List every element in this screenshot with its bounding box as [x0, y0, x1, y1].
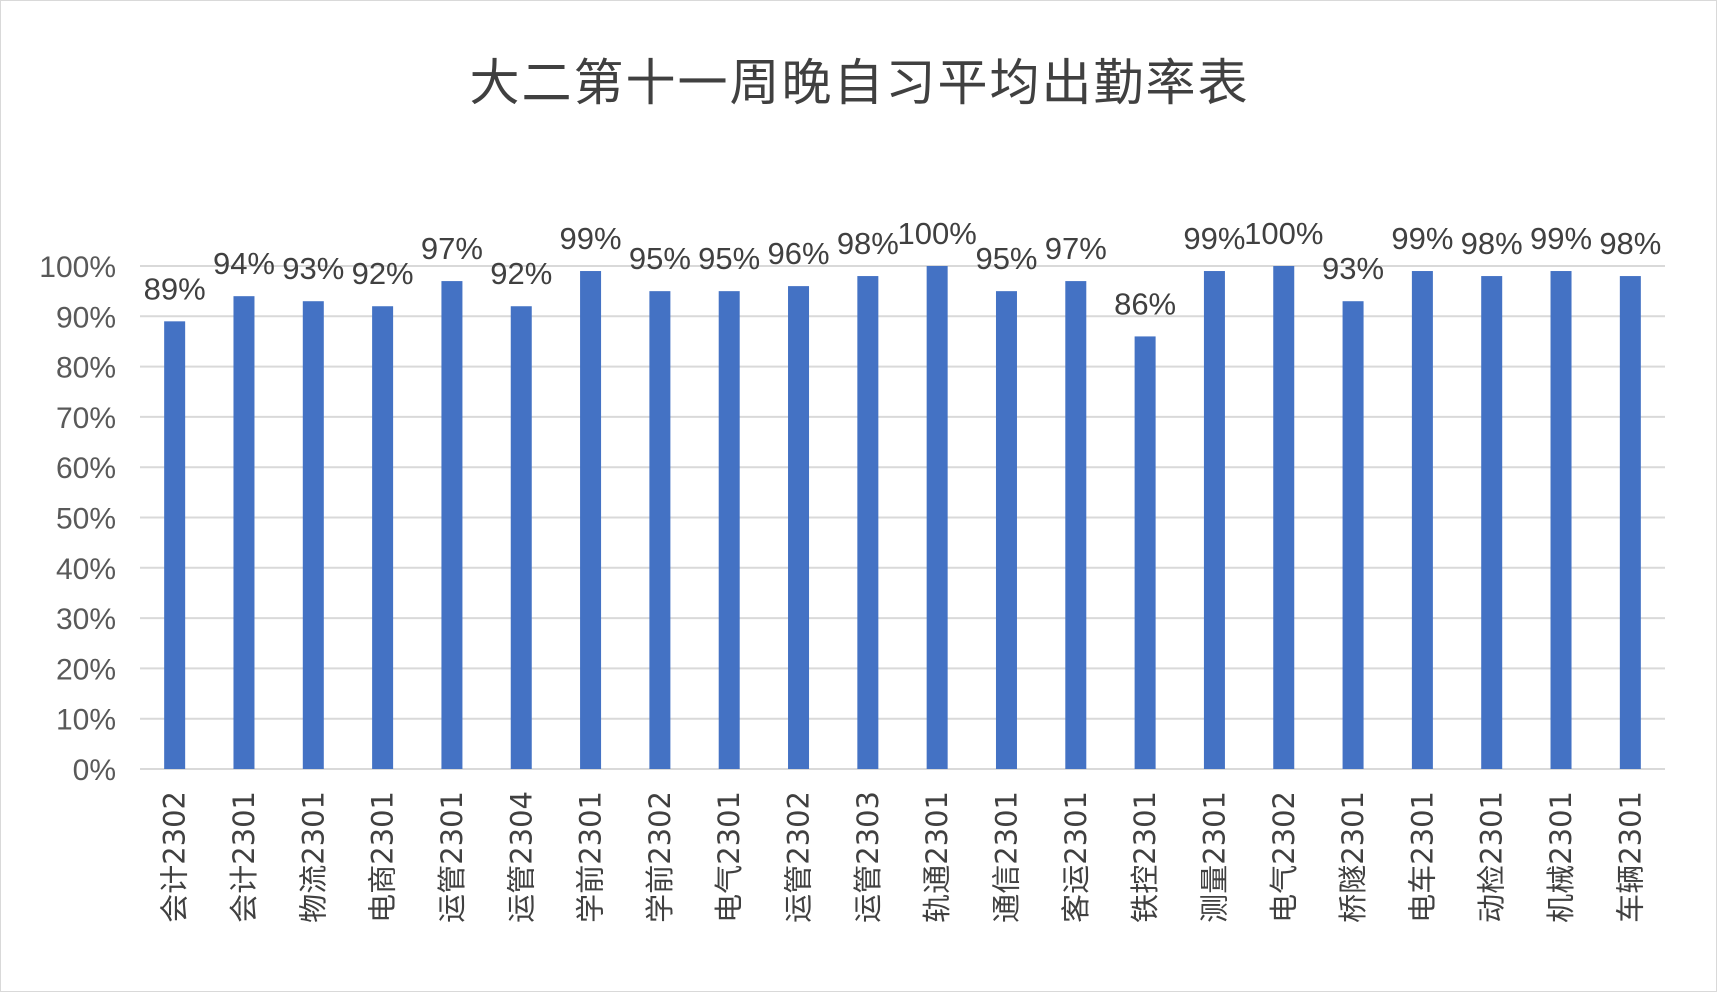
data-label: 96%	[767, 236, 829, 271]
bar	[788, 286, 810, 769]
bar	[926, 266, 948, 769]
bars	[164, 266, 1641, 769]
bar	[372, 306, 394, 769]
data-label: 99%	[560, 221, 622, 256]
data-label: 95%	[698, 241, 760, 276]
data-label: 99%	[1183, 221, 1245, 256]
y-tick-label: 40%	[56, 553, 116, 586]
x-tick-label: 电车2301	[1405, 791, 1439, 923]
x-tick-label: 运管2303	[851, 791, 885, 923]
x-tick-label: 测量2301	[1197, 791, 1231, 923]
x-tick-label: 会计2301	[227, 791, 261, 923]
data-label: 98%	[837, 226, 899, 261]
x-axis-labels: 会计2302 会计2301 物流2301 电商2301 运管2301 运管2304 学前23…	[158, 791, 1648, 923]
data-label: 97%	[421, 231, 483, 266]
bar	[1134, 336, 1156, 769]
x-tick-label: 运管2304	[504, 791, 538, 923]
bar	[580, 271, 602, 769]
bar	[649, 291, 671, 769]
bar	[1065, 281, 1087, 769]
y-tick-label: 50%	[56, 503, 116, 536]
bar	[1342, 301, 1364, 769]
x-tick-label: 车辆2301	[1613, 791, 1647, 923]
data-label: 92%	[490, 256, 552, 291]
x-tick-label: 运管2302	[782, 791, 816, 923]
data-label: 93%	[1322, 251, 1384, 286]
chart-title: 大二第十一周晚自习平均出勤率表	[469, 54, 1250, 112]
data-label: 94%	[213, 246, 275, 281]
data-label: 93%	[282, 251, 344, 286]
data-label: 95%	[629, 241, 691, 276]
bar	[302, 301, 324, 769]
bar	[1273, 266, 1295, 769]
data-label: 98%	[1461, 226, 1523, 261]
bar	[164, 321, 186, 769]
gridlines	[140, 265, 1665, 770]
bar	[995, 291, 1017, 769]
y-tick-label: 20%	[56, 653, 116, 686]
data-label: 89%	[144, 271, 206, 306]
data-label: 100%	[898, 216, 977, 251]
bar	[1203, 271, 1225, 769]
y-axis-ticks: 0% 10% 20% 30% 40% 50% 60% 70% 80% 90% 100%	[39, 251, 116, 787]
x-tick-label: 电气2302	[1267, 791, 1301, 923]
bar	[857, 276, 879, 769]
y-tick-label: 100%	[39, 251, 116, 284]
y-tick-label: 60%	[56, 452, 116, 485]
y-tick-label: 10%	[56, 704, 116, 737]
x-tick-label: 学前2301	[574, 791, 608, 923]
data-label: 99%	[1530, 221, 1592, 256]
data-label: 95%	[975, 241, 1037, 276]
bar	[233, 296, 255, 769]
data-label: 97%	[1045, 231, 1107, 266]
y-tick-label: 80%	[56, 352, 116, 385]
y-tick-label: 0%	[73, 754, 116, 787]
x-tick-label: 电气2301	[712, 791, 746, 923]
y-tick-label: 90%	[56, 301, 116, 334]
data-label: 92%	[352, 256, 414, 291]
x-tick-label: 铁控2301	[1128, 791, 1162, 923]
x-tick-label: 桥隧2301	[1336, 791, 1370, 923]
y-tick-label: 30%	[56, 603, 116, 636]
bar	[1411, 271, 1433, 769]
x-tick-label: 运管2301	[435, 791, 469, 923]
x-tick-label: 电商2301	[366, 791, 400, 923]
x-tick-label: 学前2302	[643, 791, 677, 923]
x-tick-label: 轨通2301	[920, 791, 954, 923]
data-label: 98%	[1599, 226, 1661, 261]
data-labels: 89%94% 93% 92%97%92%99%95% 95% 96% 98%100%95%…	[144, 216, 1662, 321]
bar	[510, 306, 532, 769]
x-tick-label: 机械2301	[1544, 791, 1578, 923]
x-tick-label: 动检2301	[1475, 791, 1509, 923]
bar	[1481, 276, 1503, 769]
bar	[441, 281, 463, 769]
bar	[718, 291, 740, 769]
x-tick-label: 物流2301	[296, 791, 330, 923]
data-label: 86%	[1114, 286, 1176, 321]
x-tick-label: 通信2301	[989, 791, 1023, 923]
y-tick-label: 70%	[56, 402, 116, 435]
x-tick-label: 客运2301	[1059, 791, 1093, 923]
bar	[1550, 271, 1572, 769]
bar	[1619, 276, 1641, 769]
x-tick-label: 会计2302	[158, 791, 192, 923]
data-label: 99%	[1391, 221, 1453, 256]
data-label: 100%	[1244, 216, 1323, 251]
